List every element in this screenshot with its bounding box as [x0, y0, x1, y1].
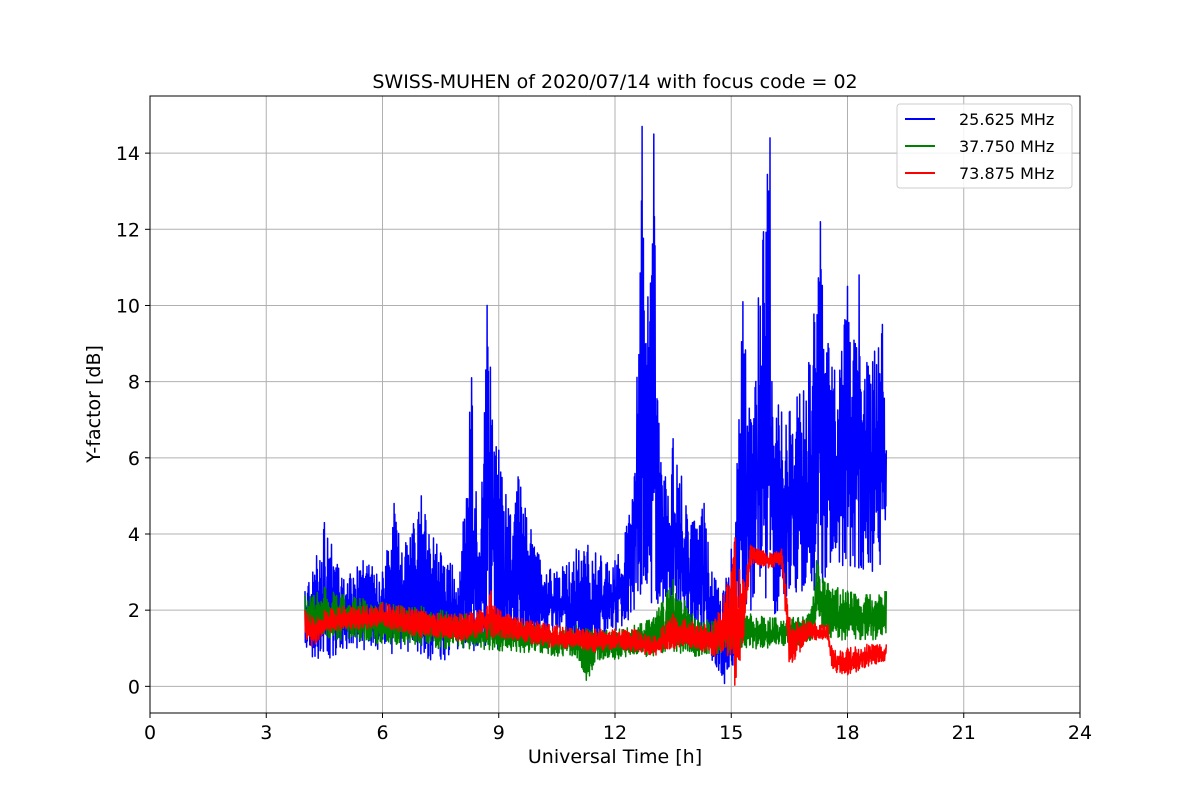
x-tick-label: 24 [1068, 722, 1092, 744]
legend-box [896, 103, 1073, 189]
y-tick-label: 12 [116, 219, 140, 241]
series-line [304, 125, 888, 685]
x-tick-label: 12 [603, 722, 627, 744]
y-tick-label: 4 [128, 524, 140, 546]
x-tick-label: 21 [952, 722, 976, 744]
x-axis-label: Universal Time [h] [528, 746, 702, 768]
x-tick-label: 6 [376, 722, 388, 744]
y-tick-label: 8 [128, 372, 140, 394]
chart-title: SWISS-MUHEN of 2020/07/14 with focus cod… [372, 71, 857, 93]
y-tick-label: 6 [128, 448, 140, 470]
x-tick-label: 0 [144, 722, 156, 744]
y-tick-label: 0 [128, 676, 140, 698]
x-tick-label: 9 [493, 722, 505, 744]
series-line [304, 537, 888, 686]
y-axis-label: Y-factor [dB] [83, 345, 105, 464]
y-tick-label: 14 [116, 143, 140, 165]
legend-label: 37.750 MHz [959, 137, 1054, 156]
grid [149, 96, 1081, 713]
x-tick-label: 15 [719, 722, 743, 744]
y-axis: 0 2 4 6 8 10 12 14 [116, 143, 150, 698]
legend: 25.625 MHz 37.750 MHz 73.875 MHz [896, 103, 1073, 189]
x-axis: 0 3 6 9 12 15 18 21 24 [144, 713, 1092, 744]
plot-area [304, 125, 888, 686]
legend-label: 25.625 MHz [959, 110, 1054, 129]
x-tick-label: 18 [835, 722, 859, 744]
y-tick-label: 2 [128, 600, 140, 622]
x-tick-label: 3 [260, 722, 272, 744]
legend-label: 73.875 MHz [959, 164, 1054, 183]
y-tick-label: 10 [116, 295, 140, 317]
